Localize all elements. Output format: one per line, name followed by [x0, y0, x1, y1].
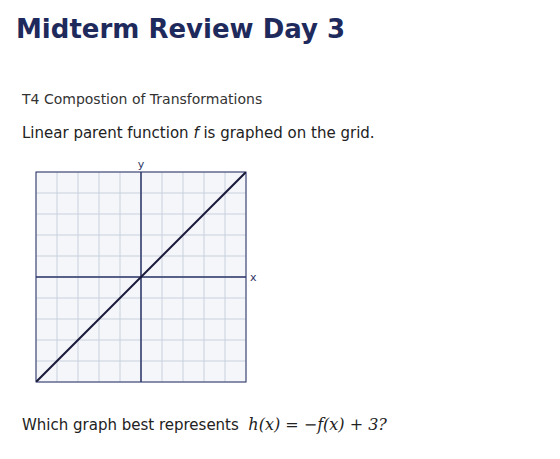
title: Midterm Review Day 3: [16, 14, 345, 44]
description-part: is graphed on the grid.: [199, 124, 375, 142]
line: [36, 172, 246, 382]
plot-background: [36, 172, 246, 382]
grid: [36, 172, 246, 382]
question-part: h(x) = −f(x) + 3?: [248, 415, 387, 434]
subtitle: T4 Compostion of Transformations: [21, 91, 262, 107]
x-axis-label: x: [250, 271, 257, 284]
description-part: Linear parent function: [22, 124, 193, 142]
question: Which graph best represents h(x) = −f(x)…: [22, 415, 387, 434]
y-axis-label: y: [138, 158, 145, 171]
chart: Midterm Review Day 3 T4 Compostion of Tra…: [0, 0, 560, 459]
question-part: Which graph best represents: [22, 416, 248, 434]
plot-frame: [36, 172, 246, 382]
description: Linear parent function f is graphed on t…: [22, 124, 375, 142]
data-layer: [36, 172, 246, 382]
